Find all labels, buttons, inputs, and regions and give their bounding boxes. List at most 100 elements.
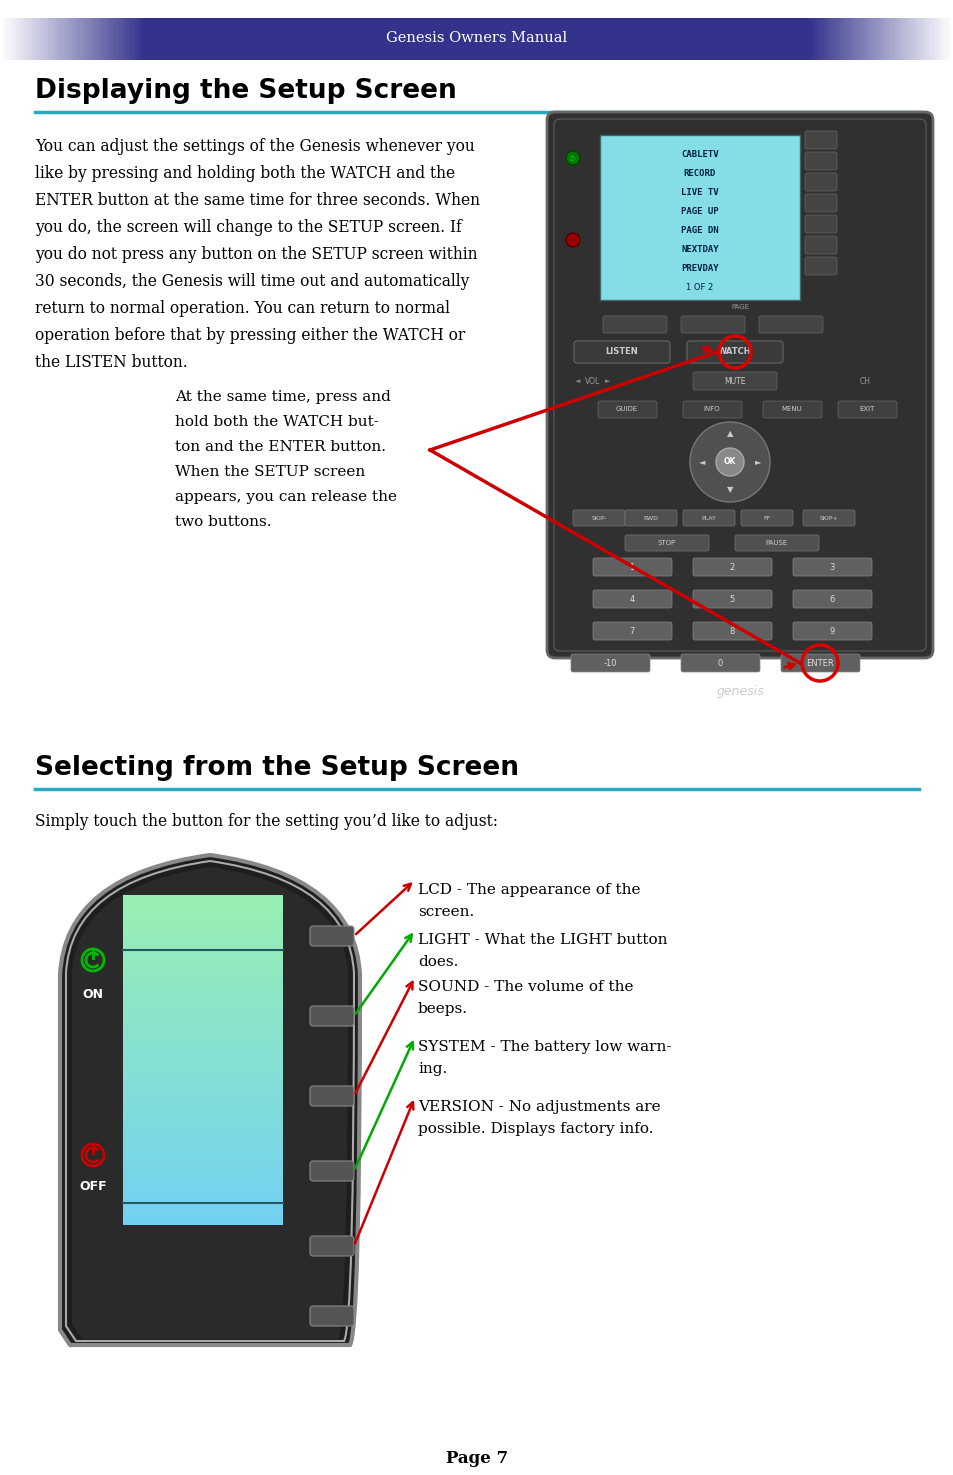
FancyBboxPatch shape [310, 1305, 354, 1326]
Text: RECORD: RECORD [683, 170, 716, 178]
Text: 7: 7 [629, 627, 634, 636]
PathPatch shape [71, 867, 348, 1339]
Text: VERSION - No adjustments are: VERSION - No adjustments are [417, 1100, 659, 1114]
FancyBboxPatch shape [682, 510, 734, 527]
FancyBboxPatch shape [804, 173, 836, 190]
Text: 5: 5 [729, 594, 734, 603]
FancyBboxPatch shape [624, 510, 677, 527]
Text: screen.: screen. [417, 906, 474, 919]
Text: ►: ► [604, 378, 610, 384]
Text: like by pressing and holding both the WATCH and the: like by pressing and holding both the WA… [35, 165, 455, 181]
Text: LISTEN: LISTEN [605, 348, 638, 357]
Text: PREVDAY: PREVDAY [680, 264, 718, 273]
Text: LCD - The appearance of the: LCD - The appearance of the [417, 884, 639, 897]
FancyBboxPatch shape [692, 590, 771, 608]
FancyBboxPatch shape [574, 341, 669, 363]
Text: ▲: ▲ [726, 429, 733, 438]
Text: LIGHT - What the LIGHT button: LIGHT - What the LIGHT button [417, 934, 667, 947]
FancyBboxPatch shape [593, 590, 671, 608]
Text: 30 seconds, the Genesis will time out and automatically: 30 seconds, the Genesis will time out an… [35, 273, 469, 291]
Text: 8: 8 [728, 627, 734, 636]
FancyBboxPatch shape [804, 257, 836, 274]
Text: CH: CH [859, 376, 869, 385]
Text: FF: FF [762, 515, 770, 521]
FancyBboxPatch shape [593, 622, 671, 640]
Text: ing.: ing. [417, 1062, 447, 1075]
Text: 1: 1 [629, 562, 634, 571]
Text: the LISTEN button.: the LISTEN button. [35, 354, 188, 372]
FancyBboxPatch shape [759, 316, 822, 333]
Text: MUTE: MUTE [723, 376, 745, 385]
FancyBboxPatch shape [792, 622, 871, 640]
Text: Simply touch the button for the setting you’d like to adjust:: Simply touch the button for the setting … [35, 813, 497, 830]
FancyBboxPatch shape [310, 926, 354, 945]
Text: SYSTEM - The battery low warn-: SYSTEM - The battery low warn- [417, 1040, 671, 1055]
FancyBboxPatch shape [802, 510, 854, 527]
Bar [599, 136, 800, 299]
FancyBboxPatch shape [804, 152, 836, 170]
FancyBboxPatch shape [310, 1086, 354, 1106]
Circle shape [716, 448, 743, 476]
Text: Displaying the Setup Screen: Displaying the Setup Screen [35, 78, 456, 105]
FancyBboxPatch shape [762, 401, 821, 417]
Text: STOP: STOP [658, 540, 676, 546]
Text: 2: 2 [729, 562, 734, 571]
Text: 3: 3 [828, 562, 834, 571]
Text: Page 7: Page 7 [445, 1450, 508, 1468]
Text: possible. Displays factory info.: possible. Displays factory info. [417, 1122, 653, 1136]
FancyBboxPatch shape [804, 195, 836, 212]
Text: RWD: RWD [643, 515, 658, 521]
Text: beeps.: beeps. [417, 1002, 468, 1016]
Text: ►: ► [754, 457, 760, 466]
Text: you do not press any button on the SETUP screen within: you do not press any button on the SETUP… [35, 246, 477, 263]
FancyBboxPatch shape [692, 622, 771, 640]
Text: ▼: ▼ [726, 485, 733, 494]
FancyBboxPatch shape [686, 341, 782, 363]
Text: SKIP-: SKIP- [591, 515, 606, 521]
Text: hold both the WATCH but-: hold both the WATCH but- [174, 414, 378, 429]
Text: PAGE DN: PAGE DN [680, 226, 718, 235]
Text: INFO: INFO [703, 406, 720, 412]
FancyBboxPatch shape [792, 558, 871, 577]
Text: two buttons.: two buttons. [174, 515, 272, 530]
PathPatch shape [60, 855, 359, 1345]
Text: ○: ○ [569, 155, 574, 161]
FancyBboxPatch shape [573, 510, 624, 527]
Text: WATCH: WATCH [718, 348, 751, 357]
Text: ◄: ◄ [698, 457, 704, 466]
FancyBboxPatch shape [571, 653, 649, 673]
Text: When the SETUP screen: When the SETUP screen [174, 465, 365, 479]
FancyBboxPatch shape [624, 535, 708, 552]
Text: ton and the ENTER button.: ton and the ENTER button. [174, 440, 386, 454]
Text: PLAY: PLAY [700, 515, 716, 521]
Text: PAGE: PAGE [730, 304, 748, 310]
Text: GUIDE: GUIDE [616, 406, 638, 412]
FancyBboxPatch shape [546, 112, 932, 658]
FancyBboxPatch shape [837, 401, 896, 417]
FancyBboxPatch shape [598, 401, 657, 417]
FancyBboxPatch shape [680, 653, 760, 673]
Text: SKIP+: SKIP+ [819, 515, 838, 521]
Text: CABLETV: CABLETV [680, 150, 718, 159]
Text: ENTER: ENTER [805, 658, 833, 668]
FancyBboxPatch shape [734, 535, 818, 552]
Text: SOUND - The volume of the: SOUND - The volume of the [417, 979, 633, 994]
Text: operation before that by pressing either the WATCH or: operation before that by pressing either… [35, 327, 465, 344]
FancyBboxPatch shape [792, 590, 871, 608]
FancyBboxPatch shape [310, 1161, 354, 1181]
Text: PAUSE: PAUSE [765, 540, 787, 546]
FancyBboxPatch shape [593, 558, 671, 577]
Text: 4: 4 [629, 594, 634, 603]
Text: At the same time, press and: At the same time, press and [174, 389, 391, 404]
Text: PAGE UP: PAGE UP [680, 207, 718, 215]
Text: You can adjust the settings of the Genesis whenever you: You can adjust the settings of the Genes… [35, 139, 475, 155]
Text: 0: 0 [717, 658, 721, 668]
Text: VOL: VOL [585, 376, 600, 385]
Text: OK: OK [723, 457, 736, 466]
Text: MENU: MENU [781, 406, 801, 412]
Circle shape [689, 422, 769, 502]
Text: 9: 9 [828, 627, 834, 636]
Text: ENTER button at the same time for three seconds. When: ENTER button at the same time for three … [35, 192, 479, 209]
Circle shape [565, 233, 579, 246]
Circle shape [565, 150, 579, 165]
